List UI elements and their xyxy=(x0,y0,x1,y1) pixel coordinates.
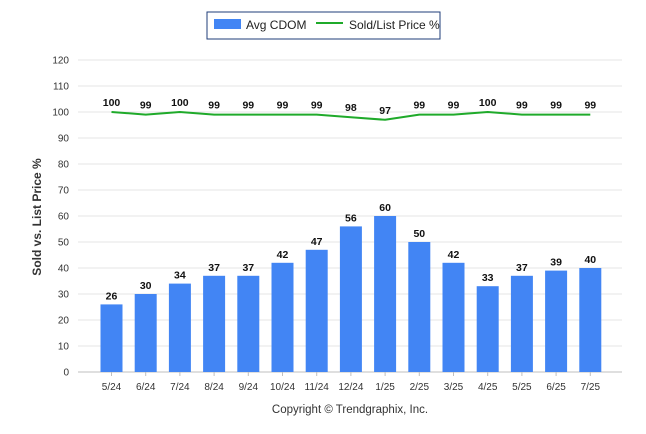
legend: Avg CDOM Sold/List Price % xyxy=(206,11,441,40)
line-data-label: 99 xyxy=(550,100,562,112)
y-tick-label: 60 xyxy=(58,212,70,223)
x-tick-label: 5/24 xyxy=(102,382,122,393)
bar xyxy=(579,268,602,372)
line-data-label: 99 xyxy=(584,100,596,112)
y-tick-label: 90 xyxy=(58,134,70,145)
y-axis-ticks: 0 10 20 30 40 50 60 70 80 90 100 110 120 xyxy=(52,56,69,379)
bar-data-label: 37 xyxy=(242,262,254,274)
bar-data-label: 42 xyxy=(277,249,289,261)
bar xyxy=(476,286,499,372)
bar-data-label: 39 xyxy=(550,257,562,269)
gridlines xyxy=(78,59,622,373)
x-tick-label: 7/24 xyxy=(170,382,190,393)
y-tick-label: 120 xyxy=(52,56,69,67)
x-tick-label: 8/24 xyxy=(204,382,224,393)
x-tick-label: 9/24 xyxy=(239,382,259,393)
y-tick-label: 30 xyxy=(58,290,70,301)
line-data-label: 99 xyxy=(413,100,425,112)
y-tick-label: 110 xyxy=(53,82,69,93)
x-tick-label: 12/24 xyxy=(338,382,363,393)
y-tick-label: 40 xyxy=(58,264,70,275)
line-data-label: 100 xyxy=(479,97,497,109)
line-data-label: 99 xyxy=(448,100,460,112)
bar-data-label: 37 xyxy=(516,262,528,274)
x-tick-label: 11/24 xyxy=(305,382,330,393)
x-tick-label: 6/24 xyxy=(136,382,156,393)
y-tick-label: 80 xyxy=(58,160,70,171)
bar xyxy=(100,304,123,372)
x-tick-label: 7/25 xyxy=(581,382,601,393)
bar-data-label: 33 xyxy=(482,272,494,284)
bar xyxy=(442,262,465,372)
x-tick-label: 6/25 xyxy=(546,382,566,393)
bar-data-label: 56 xyxy=(345,212,357,224)
bar-data-label: 40 xyxy=(584,254,596,266)
x-tick-label: 3/25 xyxy=(444,382,464,393)
line-data-label: 99 xyxy=(140,100,152,112)
x-tick-label: 10/24 xyxy=(270,382,295,393)
copyright-text: Copyright © Trendgraphix, Inc. xyxy=(272,404,428,416)
x-tick-label: 2/25 xyxy=(410,382,430,393)
y-axis-label: Sold vs. List Price % xyxy=(30,158,44,276)
line-data-label: 100 xyxy=(103,97,121,109)
bar xyxy=(134,294,157,372)
line-data-label: 99 xyxy=(277,100,289,112)
bar-data-label: 42 xyxy=(448,249,460,261)
bar-data-label: 26 xyxy=(106,290,118,302)
bar xyxy=(408,242,431,372)
x-tick-label: 1/25 xyxy=(375,382,395,393)
line-data-label: 99 xyxy=(242,100,254,112)
legend-box xyxy=(206,11,441,40)
bar xyxy=(374,216,397,372)
bar-data-label: 60 xyxy=(379,202,391,214)
legend-swatch-bar xyxy=(214,19,241,29)
line-series: 100 99 100 99 99 99 99 98 97 99 99 100 99 99 99 xyxy=(103,97,596,121)
y-tick-label: 20 xyxy=(58,316,70,327)
bar xyxy=(545,270,568,372)
bar xyxy=(168,283,191,372)
line-data-label: 99 xyxy=(516,100,528,112)
bar-data-label: 34 xyxy=(174,270,186,282)
y-tick-label: 70 xyxy=(58,186,70,197)
bar xyxy=(305,249,328,372)
bar xyxy=(271,262,294,372)
line-data-label: 99 xyxy=(311,100,323,112)
line-data-label: 97 xyxy=(379,105,391,117)
x-tick-label: 4/25 xyxy=(478,382,498,393)
bar-data-label: 47 xyxy=(311,236,323,248)
y-tick-label: 50 xyxy=(58,238,70,249)
bar xyxy=(237,275,260,372)
y-tick-label: 100 xyxy=(52,108,69,119)
line-path xyxy=(111,111,591,121)
legend-label-line: Sold/List Price % xyxy=(349,18,440,32)
bar-data-label: 37 xyxy=(208,262,220,274)
line-data-label: 99 xyxy=(208,100,220,112)
bar-data-label: 50 xyxy=(413,228,425,240)
y-tick-label: 0 xyxy=(63,368,69,379)
x-tick-label: 5/25 xyxy=(512,382,532,393)
bar-series: 26 30 34 37 37 42 47 56 60 50 42 33 37 39 40 xyxy=(100,202,602,372)
line-data-label: 98 xyxy=(345,102,357,114)
bar xyxy=(339,226,362,372)
bar xyxy=(510,275,533,372)
legend-label-bar: Avg CDOM xyxy=(246,18,306,32)
x-axis-ticks: 5/24 6/24 7/24 8/24 9/24 10/24 11/24 12/24 1/25 2… xyxy=(102,372,601,393)
bar-data-label: 30 xyxy=(140,280,152,292)
line-data-label: 100 xyxy=(171,97,189,109)
y-tick-label: 10 xyxy=(58,342,70,353)
bar xyxy=(203,275,226,372)
